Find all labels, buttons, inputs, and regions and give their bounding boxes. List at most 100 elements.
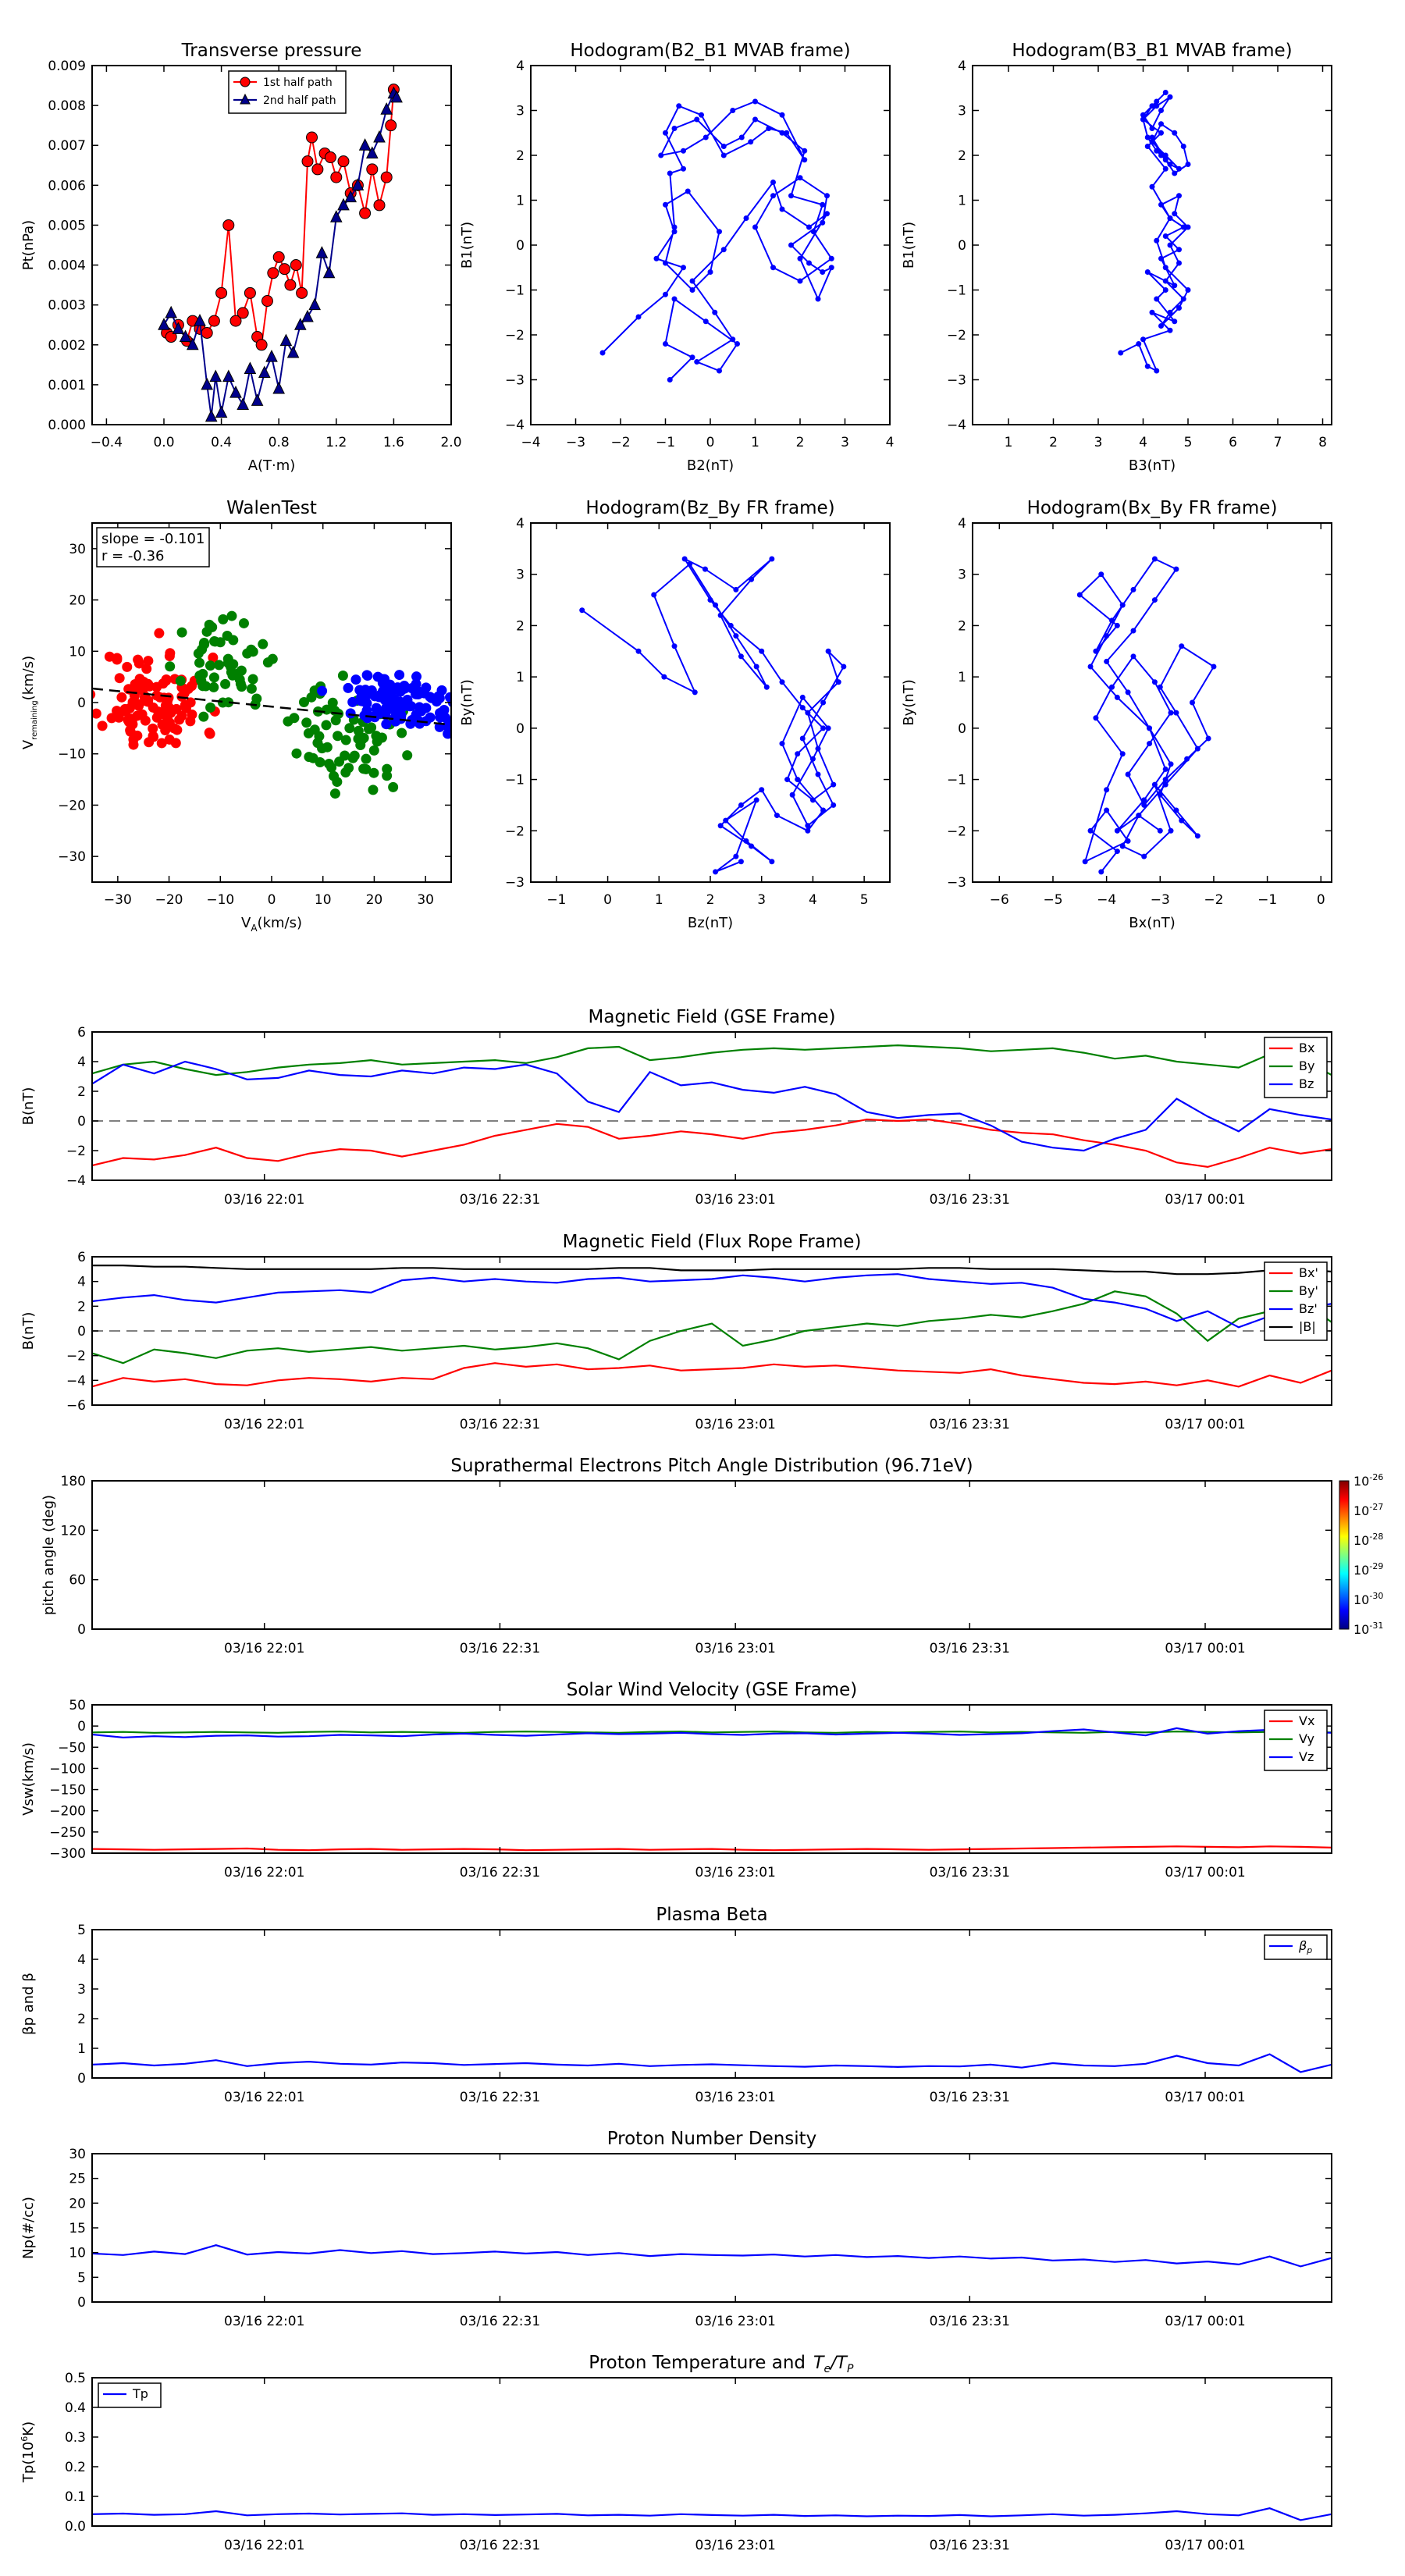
data-point	[366, 163, 379, 176]
y-tick-label: 0.009	[48, 59, 86, 74]
y-tick-label: 0	[516, 238, 525, 254]
data-point	[1125, 771, 1131, 777]
y-axis-label: Vsw(km/s)	[20, 1742, 37, 1816]
x-tick-label: 5	[860, 892, 869, 908]
data-point	[179, 329, 192, 343]
x-tick-label: 0	[1317, 892, 1325, 908]
data-point	[1087, 827, 1094, 834]
x-tick-label: 03/16 23:01	[695, 2538, 775, 2553]
y-tick-label: 0.0	[65, 2519, 86, 2535]
y-tick-label: 6	[77, 1250, 86, 1265]
data-point	[707, 269, 713, 275]
data-point	[1167, 242, 1173, 248]
data-point	[805, 827, 811, 834]
data-point	[172, 322, 185, 334]
data-point	[735, 341, 740, 347]
data-point	[699, 112, 704, 118]
data-point	[784, 130, 790, 136]
data-point	[208, 672, 219, 683]
data-point	[194, 313, 206, 326]
data-point	[1172, 211, 1178, 217]
x-tick-label: −1	[546, 892, 566, 908]
data-point	[806, 224, 812, 230]
y-axis-label: Vremaining(km/s)	[20, 656, 39, 749]
series-line-Bx-0	[92, 1362, 1332, 1388]
chart-title: Proton Temperature and	[589, 2353, 806, 2373]
y-tick-label: 3	[516, 568, 525, 583]
data-point	[158, 318, 170, 330]
data-point	[1114, 827, 1120, 834]
data-point	[713, 602, 719, 608]
data-point	[306, 131, 318, 144]
data-point	[723, 817, 729, 824]
data-point	[1162, 157, 1168, 163]
data-point	[236, 665, 247, 676]
data-point	[1157, 684, 1163, 690]
x-tick-label: 1	[751, 435, 759, 450]
data-point	[1211, 664, 1217, 670]
data-point	[687, 561, 693, 568]
y-tick-label: 0.3	[65, 2430, 86, 2446]
data-point	[258, 365, 271, 379]
data-point	[635, 314, 642, 320]
data-point	[671, 643, 678, 649]
data-point	[663, 260, 668, 266]
data-point	[1173, 566, 1179, 572]
y-tick-label: −100	[49, 1761, 86, 1777]
data-point	[176, 627, 187, 638]
data-point	[301, 309, 314, 322]
y-tick-label: 4	[516, 59, 525, 74]
data-point	[815, 296, 821, 302]
x-tick-label: 0	[268, 892, 276, 908]
data-point	[1194, 745, 1200, 752]
data-point	[332, 777, 343, 788]
data-point	[156, 738, 167, 749]
chart-hodogram-b2-b1: Hodogram(B2_B1 MVAB frame) −4 −3 −2 −1 0 1 2 3 4 −…	[459, 41, 894, 474]
data-point	[1109, 684, 1115, 690]
data-point	[1158, 255, 1164, 262]
data-point	[148, 731, 158, 742]
data-point	[1185, 287, 1191, 293]
data-point	[1167, 309, 1173, 315]
data-point	[1114, 622, 1120, 628]
data-point	[344, 723, 355, 734]
data-point	[1158, 201, 1164, 208]
data-point	[743, 215, 749, 221]
x-tick-label: 2	[796, 435, 805, 450]
data-point	[368, 785, 379, 795]
y-tick-label: 1	[958, 670, 966, 685]
chart-pitch-angle: Suprathermal Electrons Pitch Angle Distr…	[41, 1456, 1383, 1656]
data-point	[176, 691, 187, 702]
series-line-Bx-0	[92, 1118, 1332, 1169]
data-point	[361, 670, 372, 681]
y-tick-label: 0.000	[48, 418, 86, 433]
data-point	[720, 152, 727, 158]
x-tick-label: 0.8	[269, 435, 290, 450]
y-tick-label: 4	[516, 516, 525, 532]
data-point	[825, 648, 831, 654]
data-point	[1162, 781, 1168, 788]
series-line-hodogram-0	[1078, 557, 1215, 873]
series-line-1sthalfpath-0	[166, 89, 395, 347]
data-point	[384, 694, 395, 705]
y-axis-label: By(nT)	[459, 679, 475, 725]
data-point	[390, 716, 401, 727]
data-point	[1158, 121, 1164, 127]
data-point	[1104, 658, 1110, 664]
data-point	[694, 359, 700, 365]
data-point	[752, 98, 758, 105]
data-point	[1098, 869, 1104, 875]
data-point	[165, 331, 177, 343]
y-tick-label: −1	[505, 773, 525, 788]
data-point	[371, 731, 382, 742]
data-point	[779, 206, 785, 212]
data-point	[368, 767, 379, 778]
x-tick-label: 3	[757, 892, 766, 908]
data-point	[1104, 633, 1110, 639]
data-point	[828, 265, 834, 271]
y-tick-label: −4	[66, 1173, 86, 1189]
x-tick-label: 03/16 22:31	[460, 2090, 540, 2105]
x-axis-label: B2(nT)	[687, 457, 734, 474]
data-point	[806, 260, 812, 266]
